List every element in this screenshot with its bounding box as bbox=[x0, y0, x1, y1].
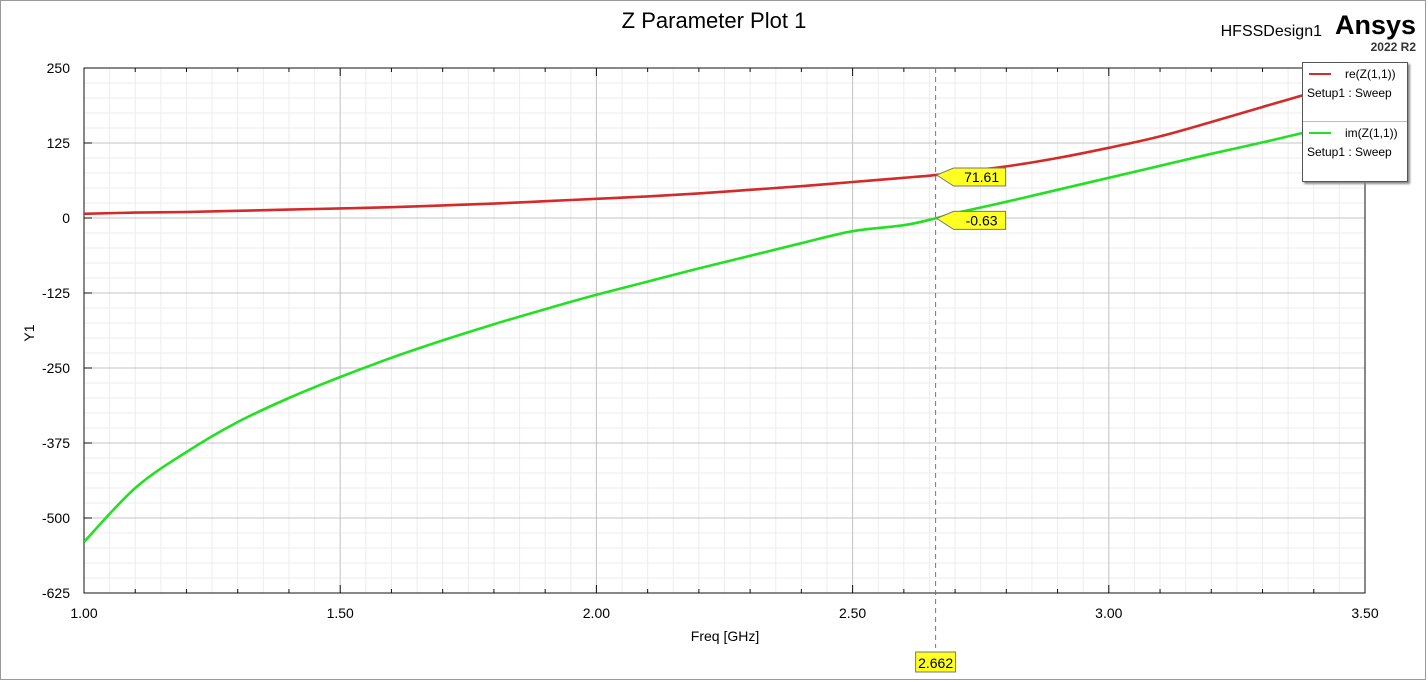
x-tick-label: 2.00 bbox=[583, 605, 610, 621]
y-tick-label: 250 bbox=[47, 60, 71, 76]
legend-series-setup: Setup1 : Sweep bbox=[1307, 145, 1392, 159]
x-axis-label: Freq [GHz] bbox=[690, 628, 760, 644]
marker-x-label: 2.662 bbox=[918, 655, 953, 671]
marker-callout bbox=[935, 167, 1007, 187]
series-line-re-z11 bbox=[84, 74, 1365, 216]
marker-x-box bbox=[915, 651, 957, 673]
marker-value-label: -0.63 bbox=[966, 212, 998, 228]
tick-labels: 1.00 1.50 2.00 2.50 3.00 3.50 250 125 0 -125 -250 -… bbox=[42, 60, 1379, 621]
y-tick-label: 125 bbox=[47, 135, 71, 151]
legend-item-im[interactable]: im(Z(1,1)) Setup1 : Sweep bbox=[1303, 121, 1407, 180]
y-tick-label: -375 bbox=[42, 435, 70, 451]
y-tick-label: -625 bbox=[42, 585, 70, 601]
y-tick-label: -125 bbox=[42, 285, 70, 301]
legend-item-re[interactable]: re(Z(1,1)) Setup1 : Sweep bbox=[1303, 63, 1407, 121]
y-tick-label: -500 bbox=[42, 510, 70, 526]
y-tick-label: 0 bbox=[62, 210, 70, 226]
legend-swatch bbox=[1309, 73, 1331, 75]
legend-series-name: re(Z(1,1)) bbox=[1345, 67, 1396, 81]
legend[interactable]: re(Z(1,1)) Setup1 : Sweep im(Z(1,1)) Set… bbox=[1302, 62, 1408, 182]
marker-group: 71.61 -0.63 2.662 bbox=[915, 68, 1007, 673]
x-tick-label: 1.50 bbox=[327, 605, 354, 621]
legend-series-setup: Setup1 : Sweep bbox=[1307, 86, 1392, 100]
design-name: HFSSDesign1 bbox=[1220, 23, 1322, 40]
y-tick-label: -250 bbox=[42, 360, 70, 376]
brand-logo: Ansys bbox=[1334, 10, 1416, 40]
legend-series-name: im(Z(1,1)) bbox=[1345, 126, 1398, 140]
marker-value-label: 71.61 bbox=[964, 169, 999, 185]
grid bbox=[83, 67, 1366, 594]
series-line-im-z11 bbox=[84, 117, 1365, 543]
x-tick-label: 3.00 bbox=[1095, 605, 1122, 621]
plot-frame bbox=[83, 67, 1366, 594]
chart-title: Z Parameter Plot 1 bbox=[621, 8, 807, 33]
x-tick-label: 1.00 bbox=[70, 605, 97, 621]
x-tick-label: 3.50 bbox=[1351, 605, 1378, 621]
series-lines bbox=[84, 74, 1365, 543]
legend-swatch bbox=[1309, 132, 1331, 134]
version-label: 2022 R2 bbox=[1370, 40, 1416, 54]
x-tick-label: 2.50 bbox=[839, 605, 866, 621]
marker-callout bbox=[935, 210, 1007, 230]
